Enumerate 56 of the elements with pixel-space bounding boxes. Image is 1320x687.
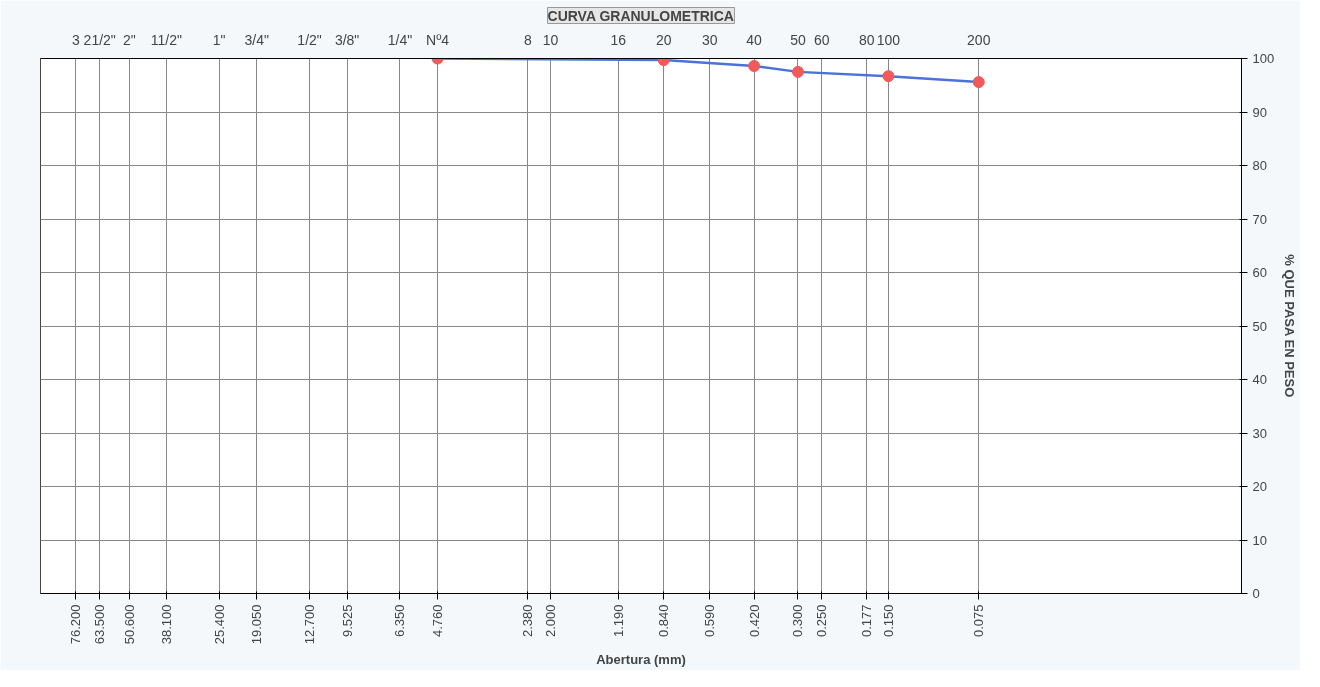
- x-tick-label: 38.100: [158, 604, 174, 645]
- text: 80: [859, 31, 875, 48]
- text: 3/4": [244, 31, 269, 48]
- text: 60: [813, 31, 830, 48]
- x-tick-label: 0.590: [702, 604, 718, 638]
- y-tick-label: 100: [1252, 51, 1275, 66]
- x-tick-label: 0.177: [859, 604, 875, 638]
- text: 50: [790, 31, 806, 48]
- x-tick-label: 0.075: [971, 604, 987, 638]
- y-tick-label: 0: [1252, 586, 1260, 601]
- y-tick-label: 60: [1252, 265, 1267, 280]
- text: 200: [967, 31, 991, 48]
- y-tick-label: 30: [1252, 425, 1267, 441]
- text: 21/2": [83, 31, 116, 48]
- y-tick-label: 40: [1252, 372, 1267, 387]
- text: 20: [655, 31, 672, 48]
- x-tick-label: 50.600: [121, 604, 137, 645]
- text: 2": [122, 31, 136, 48]
- text: 11/2": [150, 31, 182, 48]
- y-tick-label: 80: [1252, 158, 1267, 173]
- x-tick-label: 4.760: [430, 604, 446, 638]
- x-tick-label: 63.500: [92, 604, 108, 645]
- x-tick-label: 2.380: [520, 604, 536, 638]
- text: 3/8": [334, 31, 360, 48]
- x-tick-label: 2.000: [543, 604, 559, 638]
- text: 100: [876, 31, 901, 48]
- x-axis-title: Abertura (mm): [596, 652, 686, 668]
- text: 1": [212, 31, 226, 48]
- text: 1/4": [387, 31, 413, 48]
- x-tick-label: 9.525: [339, 604, 355, 638]
- x-tick-label: 0.250: [814, 604, 830, 638]
- x-tick-label: 76.200: [68, 604, 84, 645]
- x-tick-label: 0.840: [656, 604, 672, 638]
- x-tick-label: 12.700: [302, 604, 318, 645]
- text: 3: [72, 31, 81, 48]
- text: 1/2": [297, 31, 322, 48]
- x-tick-label: 0.150: [880, 604, 896, 638]
- y-tick-label: 70: [1252, 211, 1267, 227]
- x-tick-label: 0.420: [746, 604, 762, 638]
- y-tick-label: 20: [1252, 479, 1267, 494]
- text: Nº4: [426, 31, 450, 48]
- chart-title: CURVA GRANULOMETRICA: [547, 7, 734, 24]
- text: 16: [610, 31, 627, 48]
- y-tick-label: 10: [1252, 532, 1267, 548]
- text: 8: [524, 31, 533, 48]
- y-axis-title: % QUE PASA EN PESO: [1282, 254, 1298, 398]
- y-tick-label: 50: [1252, 318, 1267, 334]
- x-tick-label: 1.190: [610, 604, 626, 638]
- text: 40: [746, 31, 763, 48]
- text: 10: [542, 31, 559, 48]
- text: 30: [702, 31, 718, 48]
- x-tick-label: 6.350: [392, 604, 408, 638]
- x-tick-label: 0.300: [790, 604, 806, 638]
- x-tick-label: 19.050: [249, 604, 265, 645]
- x-tick-label: 25.400: [211, 604, 227, 645]
- y-tick-label: 90: [1252, 104, 1267, 120]
